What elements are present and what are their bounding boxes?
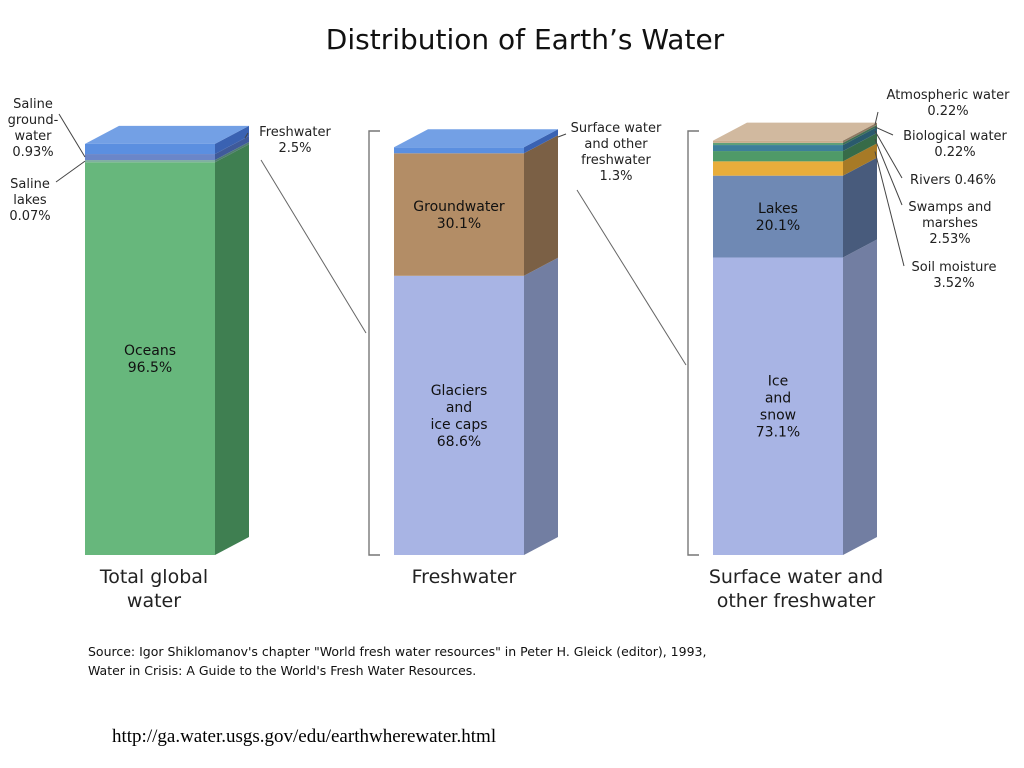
segment-side-surface-water-and-other-freshwater-ice-and-snow (843, 239, 877, 555)
bar-top-freshwater (394, 129, 558, 148)
segment-side-surface-water-and-other-freshwater-rivers (843, 127, 877, 152)
leader-line-soil-moisture (874, 151, 905, 267)
segment-side-surface-water-and-other-freshwater-soil-moisture (843, 143, 877, 176)
leader-line-surface-water-and-other-freshwater (557, 133, 567, 138)
label-glaciers-and-ice-caps: Glaciers and ice caps 68.6% (430, 383, 487, 450)
label-lakes: Lakes 20.1% (756, 201, 800, 234)
segment-side-total-global-water-saline-ground-water (215, 136, 249, 161)
bar-freshwater (394, 129, 558, 555)
segment-total-global-water-freshwater (85, 143, 215, 155)
leader-line-saline-lakes (55, 160, 86, 183)
bracket-2 (687, 130, 699, 556)
label-ice-and-snow: Ice and snow 73.1% (756, 374, 800, 441)
labels-layer: Oceans 96.5% Glaciers and ice caps 68.6% Groun… (8, 88, 1010, 612)
segment-total-global-water-saline-ground-water (85, 154, 215, 161)
segment-side-freshwater-surface-water-and-other-freshwater (524, 129, 558, 154)
segment-total-global-water-saline-lakes (85, 160, 215, 163)
source-line-2: Water in Crisis: A Guide to the World's … (88, 663, 477, 678)
bars-layer (85, 122, 877, 555)
segment-surface-water-and-other-freshwater-swamps-and-marshes (713, 151, 843, 162)
segment-surface-water-and-other-freshwater-soil-moisture (713, 161, 843, 176)
label-surface-water-and-other-freshwater: Surface water and other freshwater 1.3% (571, 121, 662, 184)
segment-surface-water-and-other-freshwater-ice-and-snow (713, 257, 843, 555)
zoom-line-surface-water (576, 189, 687, 366)
label-saline-lakes: Saline lakes 0.07% (9, 177, 50, 224)
segment-total-global-water-oceans (85, 162, 215, 555)
segment-side-surface-water-and-other-freshwater-lakes (843, 157, 877, 258)
leader-line-biological-water (874, 126, 894, 136)
label-groundwater: Groundwater 30.1% (413, 199, 505, 232)
segment-side-freshwater-groundwater (524, 135, 558, 276)
label-atmospheric-water: Atmospheric water 0.22% (887, 88, 1011, 119)
segment-side-total-global-water-oceans (215, 144, 249, 555)
leader-line-swamps-and-marshes (874, 139, 903, 206)
label-oceans: Oceans 96.5% (124, 343, 176, 376)
leader-line-atmospheric-water (874, 111, 879, 125)
segment-side-total-global-water-saline-lakes (215, 142, 249, 163)
segment-side-freshwater-glaciers-and-ice-caps (524, 257, 558, 555)
chart-title: Distribution of Earth’s Water (326, 23, 725, 56)
label-rivers: Rivers 0.46% (910, 173, 996, 188)
bar-total-global-water (85, 125, 249, 555)
segment-freshwater-surface-water-and-other-freshwater (394, 147, 524, 154)
bar-top-total-global-water (85, 125, 249, 144)
leader-line-saline-ground-water (58, 113, 86, 158)
segment-surface-water-and-other-freshwater-atmospheric-water (713, 140, 843, 143)
segment-side-surface-water-and-other-freshwater-biological-water (843, 124, 877, 146)
segment-side-total-global-water-freshwater (215, 125, 249, 155)
category-label-total-global-water: Total global water (99, 566, 208, 612)
label-swamps-and-marshes: Swamps and marshes 2.53% (908, 200, 991, 247)
label-biological-water: Biological water 0.22% (903, 129, 1007, 160)
category-label-surface-water-and-other-freshwater: Surface water and other freshwater (709, 566, 883, 612)
bracket-1 (368, 130, 380, 556)
bar-top-surface-water-and-other-freshwater (713, 122, 877, 141)
source-url[interactable]: http://ga.water.usgs.gov/edu/earthwherew… (112, 726, 497, 747)
category-label-freshwater: Freshwater (412, 566, 517, 588)
leader-line-freshwater (244, 132, 249, 139)
segment-freshwater-groundwater (394, 153, 524, 276)
segment-surface-water-and-other-freshwater-biological-water (713, 142, 843, 146)
label-freshwater: Freshwater 2.5% (259, 125, 331, 156)
leader-line-rivers (874, 130, 903, 179)
source-note: Source: Igor Shiklomanov's chapter "Worl… (88, 642, 808, 680)
segment-surface-water-and-other-freshwater-lakes (713, 175, 843, 258)
segment-side-surface-water-and-other-freshwater-swamps-and-marshes (843, 133, 877, 162)
segment-surface-water-and-other-freshwater-rivers (713, 145, 843, 152)
segment-freshwater-glaciers-and-ice-caps (394, 275, 524, 555)
segment-side-surface-water-and-other-freshwater-atmospheric-water (843, 122, 877, 143)
bar-surface-water-and-other-freshwater (713, 122, 877, 555)
source-line-1: Source: Igor Shiklomanov's chapter "Worl… (88, 644, 707, 659)
label-saline-ground-water: Saline ground-water 0.93% (8, 97, 59, 160)
zoom-line-freshwater (260, 159, 367, 334)
label-soil-moisture: Soil moisture 3.52% (912, 260, 997, 291)
